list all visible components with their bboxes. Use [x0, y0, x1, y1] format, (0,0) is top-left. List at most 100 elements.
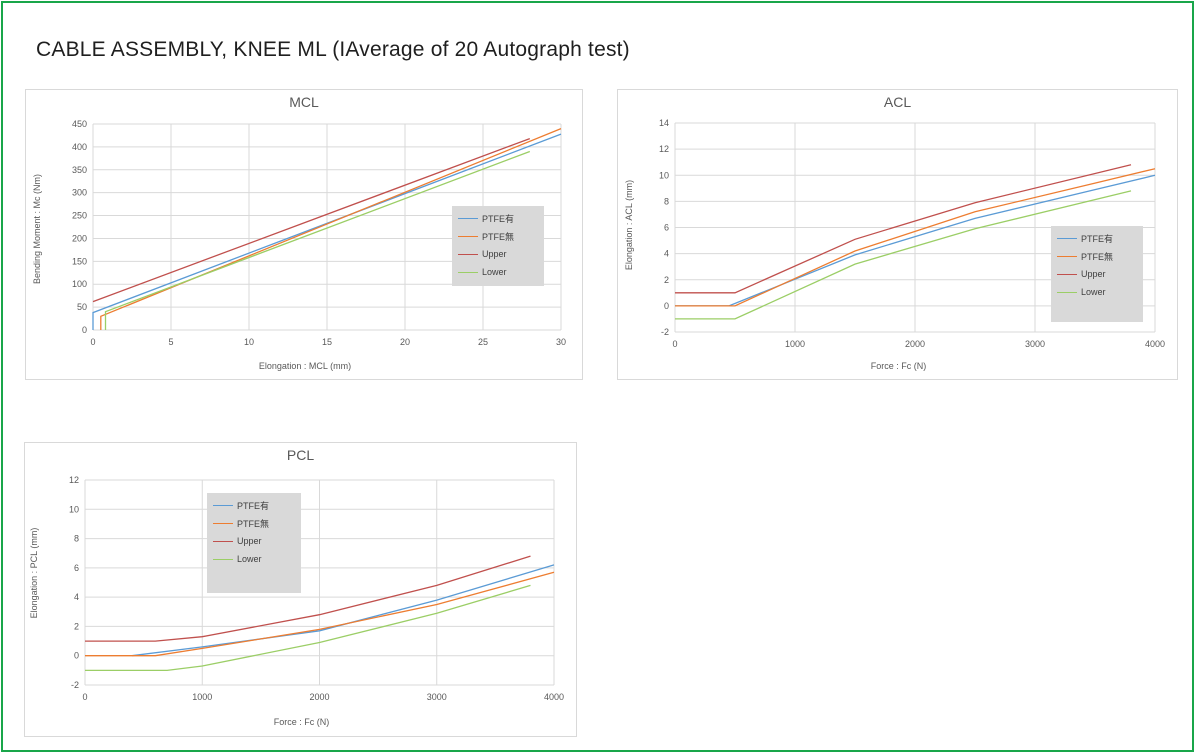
- chart-title: MCL: [289, 94, 319, 110]
- legend-item: Lower: [1057, 283, 1137, 301]
- legend-label: PTFE有: [237, 500, 270, 511]
- y-tick-label: -2: [71, 680, 79, 690]
- legend-item: PTFE有: [458, 209, 538, 227]
- legend-swatch: [213, 504, 233, 506]
- y-tick-label: 6: [664, 223, 669, 233]
- series-line-2: [100, 127, 562, 330]
- x-axis-label: Elongation : MCL (mm): [258, 361, 352, 371]
- x-tick-label: 0: [90, 337, 95, 347]
- y-tick-label: 2: [664, 275, 669, 285]
- chart-title: ACL: [883, 94, 912, 110]
- series-line-1: [131, 564, 555, 657]
- x-tick-label: 25: [478, 337, 488, 347]
- y-tick-label: 0: [82, 325, 87, 335]
- x-tick-label: 4000: [544, 692, 564, 702]
- x-tick-label: 2000: [309, 692, 329, 702]
- y-tick-label: 12: [69, 475, 79, 485]
- x-tick-label: 0: [672, 339, 677, 349]
- y-tick-label: 0: [74, 651, 79, 661]
- y-axis-label: Bending Moment : Mc (Nm): [32, 173, 42, 285]
- legend-swatch: [1057, 291, 1077, 293]
- y-tick-label: 14: [659, 118, 669, 128]
- series-line-4: [85, 584, 531, 672]
- legend-label: Lower: [237, 554, 262, 564]
- x-tick-label: 15: [322, 337, 332, 347]
- chart-title: PCL: [286, 447, 315, 463]
- legend-label: Upper: [237, 536, 262, 546]
- x-tick-label: 5: [168, 337, 173, 347]
- series-line-2: [85, 571, 555, 657]
- legend: PTFE有 PTFE無 Upper Lower: [452, 206, 544, 286]
- chart-mcl-plot: 0 50 100 150 200 250 300 350 400 450 0 5 10 15 20 25 30: [72, 119, 566, 347]
- series-line-1: [92, 133, 562, 330]
- y-tick-label: 50: [77, 302, 87, 312]
- legend-item: Upper: [458, 245, 538, 263]
- legend-swatch: [213, 522, 233, 524]
- legend-item: PTFE無: [213, 514, 295, 532]
- y-tick-label: 4: [74, 592, 79, 602]
- x-tick-label: 0: [82, 692, 87, 702]
- x-tick-label: 3000: [427, 692, 447, 702]
- series-line-2: [675, 168, 1156, 307]
- x-tick-label: 1000: [192, 692, 212, 702]
- legend-label: Upper: [1081, 269, 1106, 279]
- y-tick-label: 350: [72, 165, 87, 175]
- legend-item: Upper: [1057, 265, 1137, 283]
- legend-label: PTFE無: [237, 518, 270, 529]
- y-tick-label: 250: [72, 211, 87, 221]
- legend-label: PTFE有: [482, 213, 515, 224]
- legend-swatch: [458, 235, 478, 237]
- legend-swatch: [213, 558, 233, 560]
- legend-label: Lower: [482, 267, 507, 277]
- legend-item: PTFE無: [1057, 247, 1137, 265]
- legend-swatch: [1057, 255, 1077, 257]
- x-tick-label: 4000: [1145, 339, 1165, 349]
- y-axis-label: Elongation : ACL (mm): [624, 179, 634, 271]
- legend-label: Lower: [1081, 287, 1106, 297]
- y-tick-label: 6: [74, 563, 79, 573]
- legend-label: PTFE有: [1081, 233, 1114, 244]
- y-tick-label: 8: [74, 534, 79, 544]
- legend-label: PTFE無: [482, 231, 515, 242]
- legend-item: PTFE無: [458, 227, 538, 245]
- y-tick-label: 450: [72, 119, 87, 129]
- legend-item: Upper: [213, 532, 295, 550]
- y-tick-label: 200: [72, 233, 87, 243]
- y-tick-label: 8: [664, 196, 669, 206]
- series-line-3: [85, 555, 531, 642]
- y-tick-label: 300: [72, 188, 87, 198]
- legend-label: Upper: [482, 249, 507, 259]
- page-title: CABLE ASSEMBLY, KNEE ML (IAverage of 20 …: [36, 38, 630, 61]
- legend-swatch: [1057, 273, 1077, 275]
- y-tick-label: 100: [72, 279, 87, 289]
- y-tick-label: 0: [664, 301, 669, 311]
- y-tick-label: 150: [72, 256, 87, 266]
- chart-mcl: MCL 0 50 100 150 200 250 300 350 400 450 0 5 10 15 20 2…: [25, 89, 583, 380]
- y-axis-label: Elongation : PCL (mm): [29, 527, 39, 619]
- series-line-4: [675, 190, 1132, 320]
- series-line-3: [92, 137, 531, 303]
- legend-swatch: [458, 253, 478, 255]
- y-tick-label: 12: [659, 144, 669, 154]
- y-tick-label: 10: [69, 504, 79, 514]
- legend-swatch: [458, 217, 478, 219]
- x-axis-label: Force : Fc (N): [870, 361, 927, 371]
- legend: PTFE有 PTFE無 Upper Lower: [207, 493, 301, 593]
- legend-item: Lower: [458, 263, 538, 281]
- legend-swatch: [458, 271, 478, 273]
- legend-item: PTFE有: [213, 496, 295, 514]
- legend: PTFE有 PTFE無 Upper Lower: [1051, 226, 1143, 322]
- chart-acl: ACL -2 0 2 4 6 8 10 12 14 0 1000 2000 3000 4000 Force…: [617, 89, 1178, 380]
- y-tick-label: -2: [661, 327, 669, 337]
- series-line-4: [104, 150, 531, 330]
- legend-swatch: [1057, 237, 1077, 239]
- x-tick-label: 3000: [1025, 339, 1045, 349]
- y-tick-label: 2: [74, 621, 79, 631]
- x-tick-label: 10: [244, 337, 254, 347]
- x-tick-label: 20: [400, 337, 410, 347]
- x-tick-label: 2000: [905, 339, 925, 349]
- series-line-3: [675, 164, 1132, 294]
- y-tick-label: 10: [659, 170, 669, 180]
